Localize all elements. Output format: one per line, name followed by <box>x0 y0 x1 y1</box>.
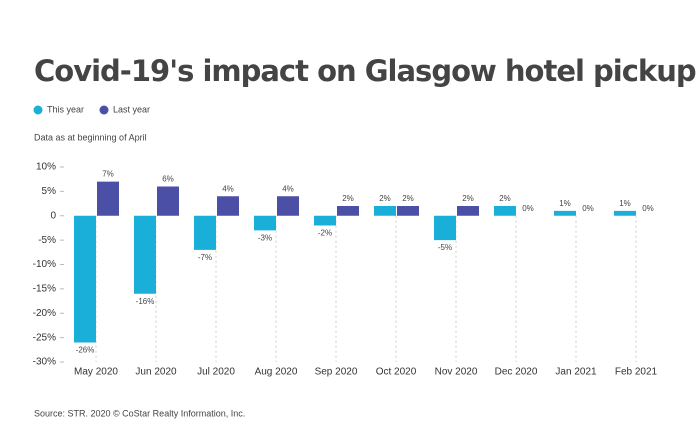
legend-label: This year <box>47 104 84 114</box>
bar <box>254 215 276 231</box>
y-tick-label: -30% <box>33 357 56 368</box>
bar <box>157 186 179 216</box>
value-label: 1% <box>619 199 631 208</box>
x-tick-label: Nov 2020 <box>435 367 478 378</box>
x-tick-label: Oct 2020 <box>376 367 417 378</box>
bar <box>457 206 479 216</box>
value-label: 6% <box>162 175 174 184</box>
bar <box>194 215 216 250</box>
value-label: -7% <box>198 253 212 262</box>
x-tick-label: Feb 2021 <box>615 367 658 378</box>
x-tick-label: Sep 2020 <box>315 367 358 378</box>
value-label: -2% <box>318 229 332 238</box>
value-label: 0% <box>582 204 594 213</box>
value-label: 7% <box>102 170 114 179</box>
y-tick-label: 5% <box>42 186 57 197</box>
value-label: -16% <box>136 297 155 306</box>
bar <box>614 210 636 216</box>
legend-marker <box>99 105 109 115</box>
x-tick-label: Jul 2020 <box>197 367 235 378</box>
value-label: 2% <box>462 194 474 203</box>
bar <box>217 196 239 216</box>
y-tick-label: -5% <box>38 235 56 246</box>
value-label: 2% <box>499 194 511 203</box>
value-label: 2% <box>402 194 414 203</box>
x-tick-label: Dec 2020 <box>495 367 538 378</box>
value-label: 2% <box>379 194 391 203</box>
bar <box>337 206 359 216</box>
value-label: -3% <box>258 233 272 242</box>
legend-marker <box>33 105 43 115</box>
value-label: 1% <box>559 199 571 208</box>
value-label: 4% <box>222 184 234 193</box>
bar <box>554 210 576 216</box>
value-label: 4% <box>282 184 294 193</box>
bar <box>74 215 96 343</box>
y-tick-label: -20% <box>33 308 56 319</box>
value-label: -26% <box>76 346 95 355</box>
chart-title: Covid-19's impact on Glasgow hotel picku… <box>34 54 696 88</box>
bar <box>97 181 119 216</box>
bar <box>434 215 456 241</box>
value-label: 0% <box>522 204 534 213</box>
bar <box>374 206 396 216</box>
value-label: 2% <box>342 194 354 203</box>
value-label: -5% <box>438 243 452 252</box>
y-tick-label: -15% <box>33 284 56 295</box>
y-tick-label: -10% <box>33 259 56 270</box>
value-label: 0% <box>642 204 654 213</box>
bar <box>314 215 336 226</box>
chart-subtitle: Data as at beginning of April <box>34 132 147 142</box>
bar <box>397 206 419 216</box>
bar <box>494 206 516 216</box>
chart-source: Source: STR. 2020 © CoStar Realty Inform… <box>34 408 245 418</box>
y-tick-label: 0 <box>50 210 56 221</box>
bar <box>134 215 156 294</box>
x-tick-label: Jan 2021 <box>555 367 597 378</box>
x-tick-label: Aug 2020 <box>255 367 298 378</box>
x-tick-label: May 2020 <box>74 367 118 378</box>
bar <box>277 196 299 216</box>
x-tick-label: Jun 2020 <box>135 367 177 378</box>
y-tick-label: -25% <box>33 332 56 343</box>
legend-label: Last year <box>113 104 150 114</box>
y-tick-label: 10% <box>36 162 56 173</box>
